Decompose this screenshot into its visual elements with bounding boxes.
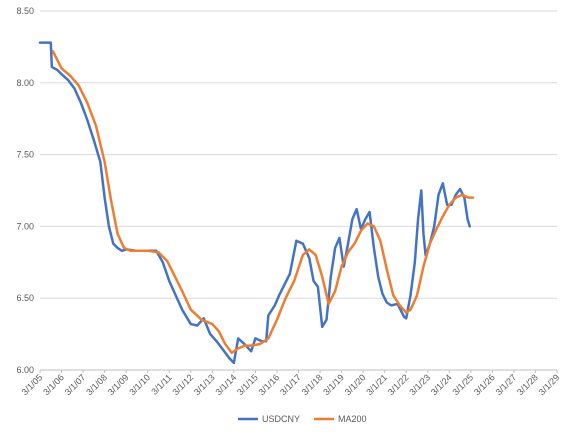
x-tick-label: 3/1/16 [257,372,282,397]
x-tick-label: 3/1/24 [429,372,454,397]
legend-label-ma200: MA200 [338,414,367,424]
x-tick-label: 3/1/09 [106,372,131,397]
y-tick-label: 6.00 [16,365,34,375]
series-line-usdcny [38,41,472,365]
legend: USDCNY MA200 [238,414,367,424]
x-tick-label: 3/1/28 [515,372,540,397]
x-tick-label: 3/1/05 [20,372,45,397]
x-tick-label: 3/1/18 [300,372,325,397]
axes: 8.508.007.507.006.506.003/1/053/1/063/1/… [16,6,561,397]
x-tick-label: 3/1/06 [41,372,66,397]
x-tick-label: 3/1/08 [84,372,109,397]
x-tick-label: 3/1/10 [127,372,152,397]
x-tick-label: 3/1/17 [278,372,303,397]
x-tick-label: 3/1/23 [407,372,432,397]
x-tick-label: 3/1/11 [149,372,173,396]
y-tick-label: 8.50 [16,6,34,16]
x-tick-label: 3/1/27 [494,372,519,397]
legend-label-usdcny: USDCNY [262,414,300,424]
x-tick-label: 3/1/29 [537,372,562,397]
x-tick-label: 3/1/07 [63,372,88,397]
y-tick-label: 7.00 [16,221,34,231]
x-tick-label: 3/1/26 [472,372,497,397]
x-tick-label: 3/1/22 [386,372,411,397]
series-line-ma200 [51,49,475,355]
gridlines [40,10,557,371]
y-tick-label: 7.50 [16,150,34,160]
x-tick-label: 3/1/15 [235,372,260,397]
x-tick-label: 3/1/20 [343,372,368,397]
x-tick-label: 3/1/14 [214,372,239,397]
x-tick-label: 3/1/13 [192,372,217,397]
x-tick-label: 3/1/19 [321,372,346,397]
x-tick-label: 3/1/12 [170,372,195,397]
series-lines [38,41,475,365]
y-tick-label: 8.00 [16,78,34,88]
x-tick-label: 3/1/25 [450,372,475,397]
y-tick-label: 6.50 [16,293,34,303]
x-tick-label: 3/1/21 [364,372,389,397]
